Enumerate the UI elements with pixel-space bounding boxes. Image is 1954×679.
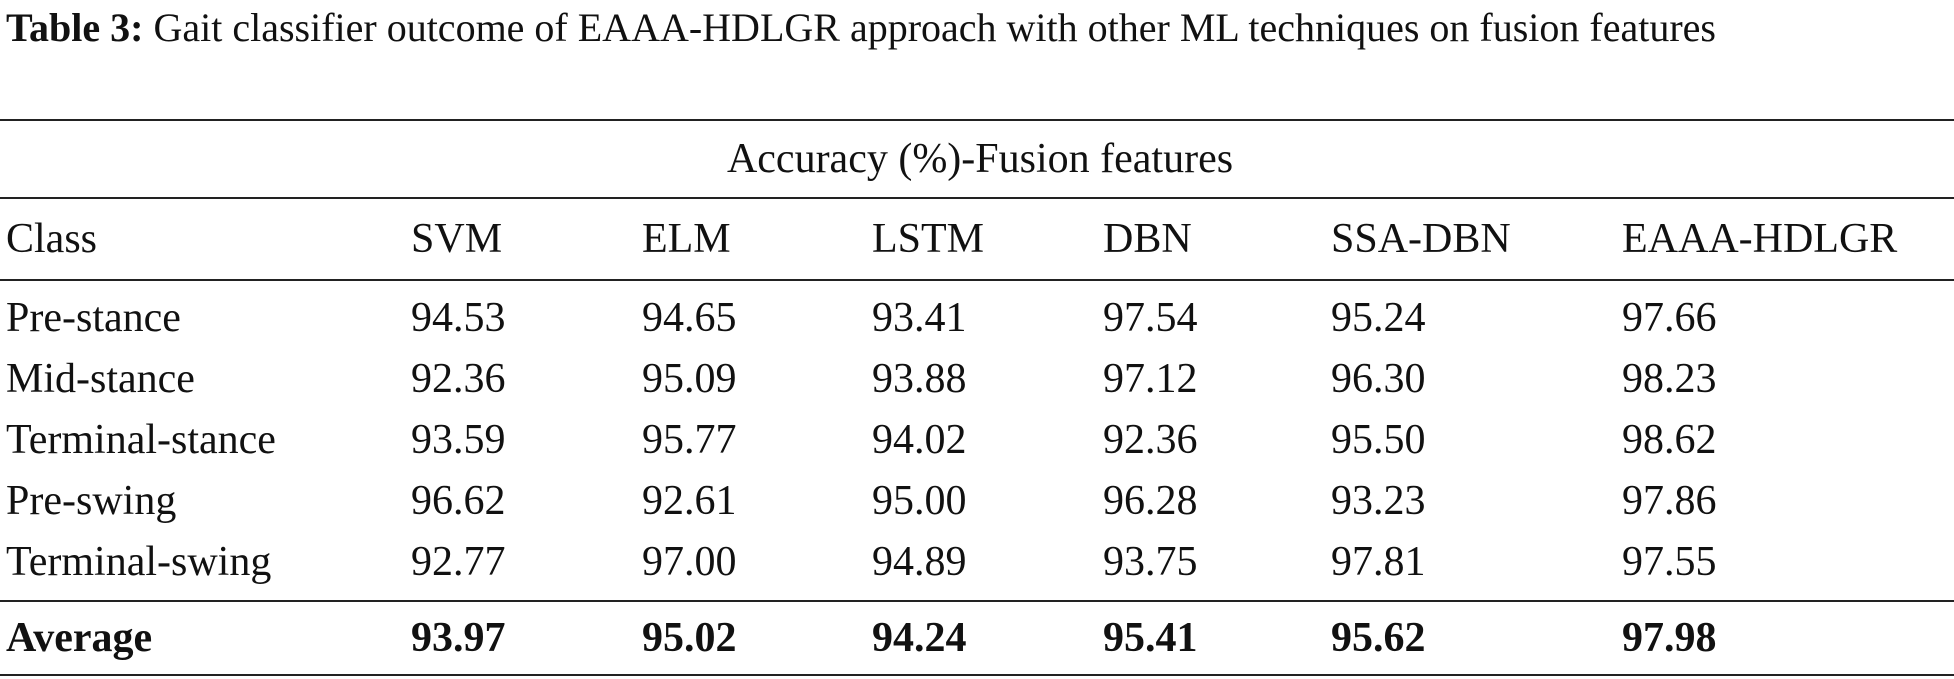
cell: 95.02 — [636, 600, 866, 676]
cell: 95.09 — [642, 355, 737, 402]
cell: 96.30 — [1331, 355, 1426, 402]
caption-text: Gait classifier outcome of EAAA-HDLGR ap… — [153, 5, 1716, 50]
cell: SSA-DBN — [1325, 198, 1616, 281]
cell: 93.59 — [411, 416, 506, 463]
cell: 94.89 — [872, 538, 967, 585]
cell: 92.36 — [1103, 416, 1198, 463]
cell: 97.98 — [1616, 600, 1954, 676]
cell: 97.81 — [1331, 538, 1426, 585]
cell: 95.50 — [1331, 416, 1426, 463]
cell: 97.66 — [1622, 294, 1717, 341]
table-caption: Table 3: Gait classifier outcome of EAAA… — [6, 2, 1950, 54]
data-row: Pre-swing 96.62 92.61 95.00 96.28 93.23 97.86 — [0, 470, 1954, 531]
cell: 92.61 — [642, 477, 737, 524]
row-label: Mid-stance — [6, 355, 195, 402]
cell: 97.00 — [642, 538, 737, 585]
cell: 97.12 — [1103, 355, 1198, 402]
cell: 95.41 — [1097, 600, 1325, 676]
cell: 93.97 — [405, 600, 636, 676]
row-label: Average — [0, 600, 405, 676]
cell: 98.23 — [1622, 355, 1717, 402]
cell: 92.36 — [411, 355, 506, 402]
cell: ELM — [636, 198, 866, 281]
group-header-row: Accuracy (%)-Fusion features — [0, 119, 1954, 199]
cell: 97.86 — [1622, 477, 1717, 524]
average-row: Average 93.97 95.02 94.24 95.41 95.62 97.98 — [0, 600, 1954, 676]
results-table: Accuracy (%)-Fusion features Class SVM ELM… — [0, 119, 1954, 676]
row-label: Terminal-stance — [6, 416, 276, 463]
cell: 96.28 — [1103, 477, 1198, 524]
cell: 92.77 — [411, 538, 506, 585]
cell: 94.65 — [642, 294, 737, 341]
caption-label: Table 3: — [6, 5, 144, 50]
cell: LSTM — [866, 198, 1097, 281]
header-row: Class SVM ELM LSTM DBN SSA-DBN EAAA-HDLGR — [0, 198, 1954, 281]
cell: 94.24 — [866, 600, 1097, 676]
table-body: Accuracy (%)-Fusion features Class SVM ELM… — [0, 119, 1954, 676]
row-label: Class — [0, 198, 405, 281]
cell: 97.54 — [1103, 294, 1198, 341]
cell: 93.41 — [872, 294, 967, 341]
cell: 94.02 — [872, 416, 967, 463]
cell: 93.23 — [1331, 477, 1426, 524]
cell: 98.62 — [1622, 416, 1717, 463]
cell: 95.77 — [642, 416, 737, 463]
cell: 94.53 — [411, 294, 506, 341]
cell: 95.62 — [1325, 600, 1616, 676]
group-header: Accuracy (%)-Fusion features — [0, 119, 1954, 199]
cell: 96.62 — [411, 477, 506, 524]
cell: DBN — [1097, 198, 1325, 281]
cell: 93.88 — [872, 355, 967, 402]
cell: 95.24 — [1331, 294, 1426, 341]
cell: 93.75 — [1103, 538, 1198, 585]
row-label: Pre-swing — [6, 477, 177, 524]
data-row: Mid-stance 92.36 95.09 93.88 97.12 96.30 98.23 — [0, 348, 1954, 409]
row-label: Pre-stance — [6, 294, 181, 341]
cell: SVM — [405, 198, 636, 281]
cell: 97.55 — [1622, 538, 1717, 585]
cell: EAAA-HDLGR — [1616, 198, 1954, 281]
data-row: Terminal-stance 93.59 95.77 94.02 92.36 95.50… — [0, 409, 1954, 470]
cell: 95.00 — [872, 477, 967, 524]
data-row: Pre-stance 94.53 94.65 93.41 97.54 95.24 97.66 — [0, 280, 1954, 348]
row-label: Terminal-swing — [6, 538, 272, 585]
data-row: Terminal-swing 92.77 97.00 94.89 93.75 97.81 9… — [0, 531, 1954, 601]
